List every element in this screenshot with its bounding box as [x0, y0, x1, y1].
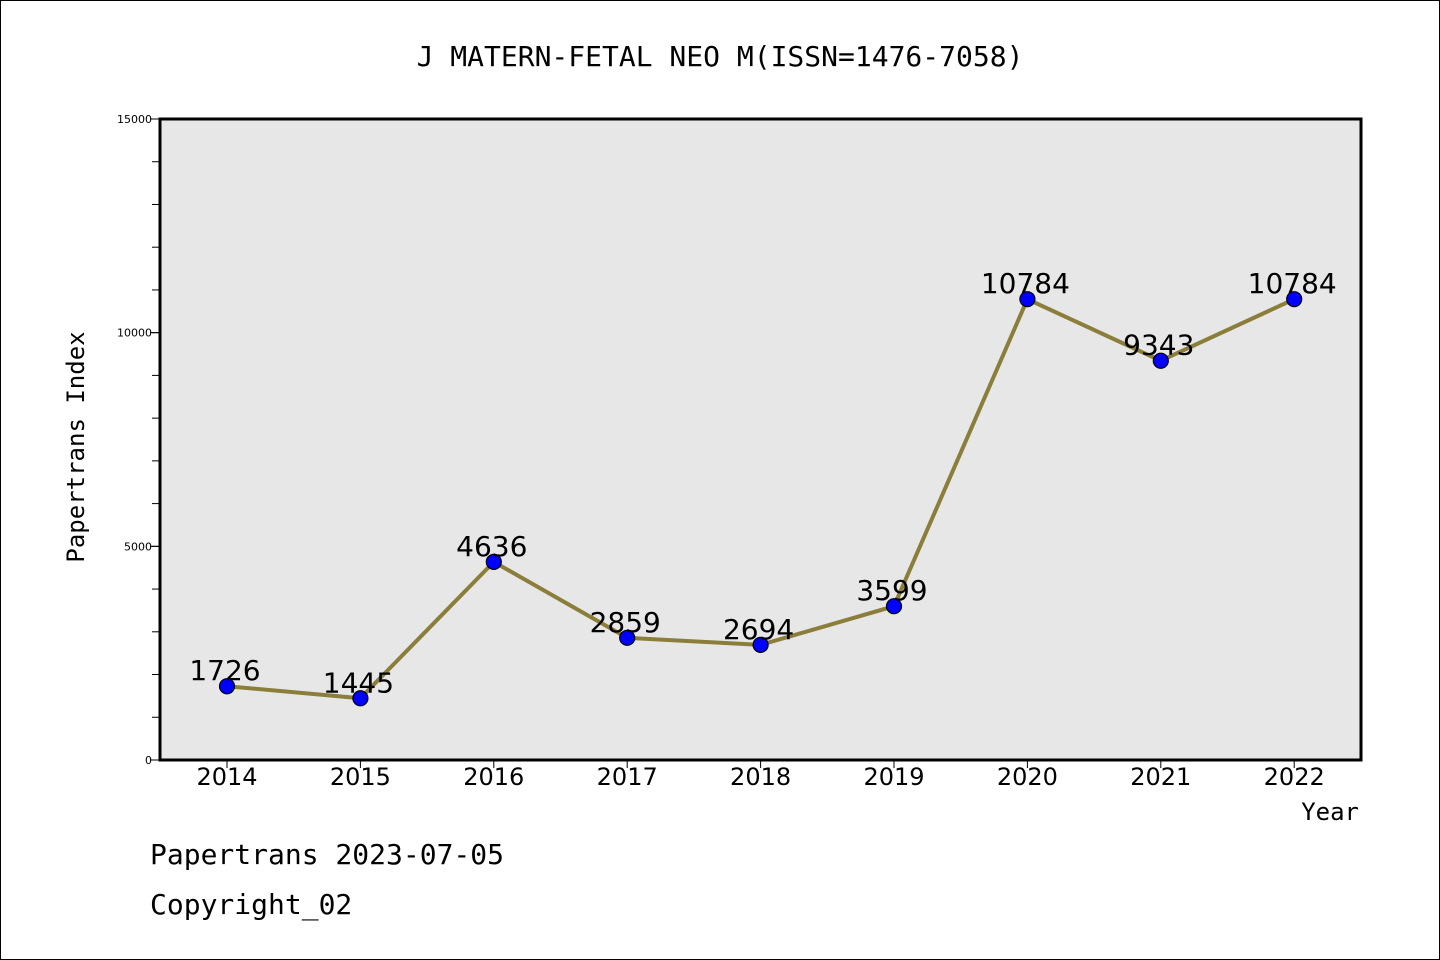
data-point-marker: [885, 598, 903, 615]
data-point-marker: [485, 553, 502, 570]
x-axis-label: Year: [1301, 798, 1359, 826]
data-value-label: 3599: [856, 574, 927, 607]
y-tick-label: 5000: [124, 540, 152, 553]
data-value-label: 1726: [189, 654, 260, 687]
data-value-label: 10784: [981, 267, 1070, 300]
x-tick-label: 2016: [463, 763, 524, 791]
footer-copyright: Copyright_02: [150, 888, 352, 922]
data-value-label: 2694: [723, 613, 794, 646]
data-point-marker: [1019, 291, 1036, 308]
x-tick-label: 2018: [730, 763, 791, 791]
x-tick-label: 2014: [196, 763, 257, 791]
data-value-label: 10784: [1248, 267, 1337, 300]
x-axis-ticks: 2014 2015 2016 2017 2018 2019 2020 2021 2022: [196, 760, 1325, 791]
data-point-marker: [1286, 291, 1303, 308]
x-tick-label: 2017: [597, 763, 658, 791]
y-axis-ticks: 0 5000 10000 15000: [117, 113, 160, 767]
data-value-label: 4636: [456, 530, 527, 563]
y-tick-label: 15000: [117, 113, 152, 126]
x-tick-label: 2020: [997, 763, 1058, 791]
data-value-labels: 1726 1445 4636 2859 2694 3599 10784 9343 10784: [189, 267, 1336, 699]
data-point-marker: [218, 678, 236, 695]
data-markers: [218, 291, 1303, 707]
data-value-label: 1445: [323, 666, 394, 699]
data-point-marker: [619, 629, 636, 646]
data-point-marker: [752, 636, 769, 653]
x-tick-label: 2021: [1130, 763, 1191, 791]
y-tick-label: 10000: [117, 327, 152, 340]
footer-date: Papertrans 2023-07-05: [150, 838, 504, 871]
y-axis-label: Papertrans Index: [62, 331, 90, 562]
y-tick-label: 0: [145, 754, 152, 767]
x-tick-label: 2019: [863, 763, 924, 791]
chart-title: J MATERN-FETAL NEO M(ISSN=1476-7058): [417, 40, 1024, 73]
data-point-marker: [352, 690, 369, 707]
plot-area: [158, 117, 1363, 762]
x-tick-label: 2022: [1264, 763, 1325, 791]
data-value-label: 9343: [1123, 329, 1194, 362]
x-tick-label: 2015: [330, 763, 391, 791]
data-point-marker: [1152, 352, 1169, 369]
data-value-label: 2859: [590, 606, 661, 639]
